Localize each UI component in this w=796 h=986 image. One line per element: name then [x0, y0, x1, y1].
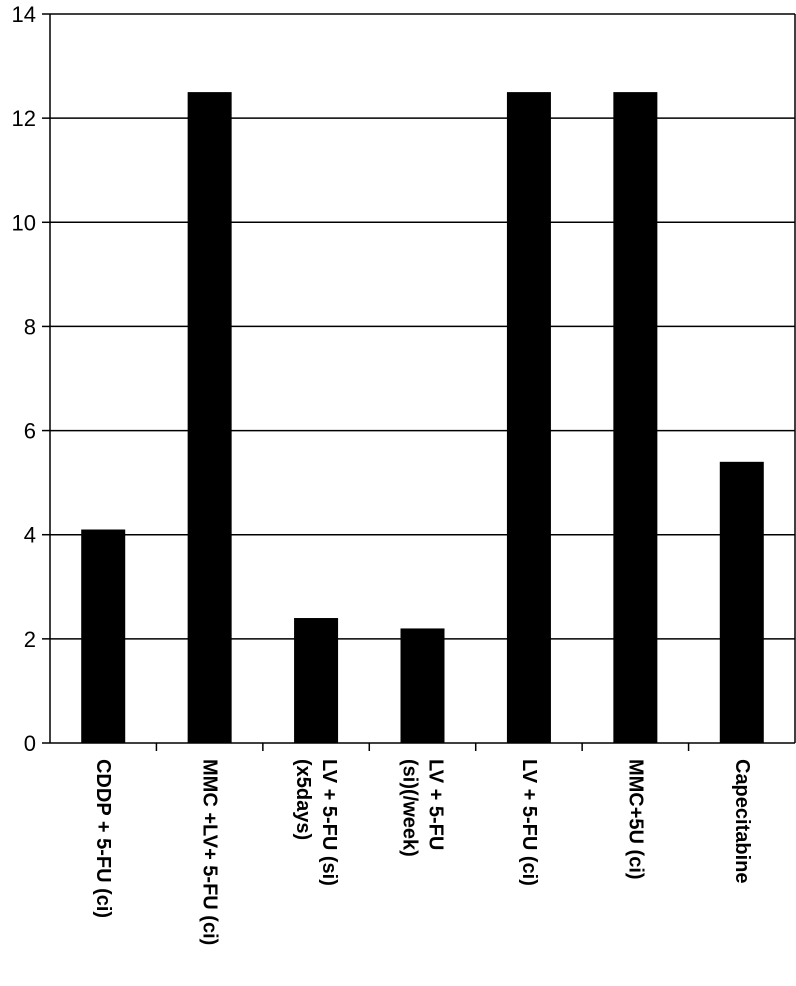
x-category-label: Capecitabine	[731, 759, 753, 883]
bar	[719, 461, 764, 743]
axes	[42, 13, 796, 751]
x-category-label-line: LV + 5-FU	[425, 759, 447, 850]
y-tick-label: 8	[24, 314, 36, 339]
x-category-label: MMC+5U (ci)	[624, 759, 646, 880]
x-category-label: CDDP + 5-FU (ci)	[92, 759, 114, 918]
bar	[506, 92, 551, 744]
x-category-label: LV + 5-FU(si)(/week)	[399, 759, 447, 857]
x-category-label: MMC +LV+ 5-FU (ci)	[199, 759, 221, 945]
x-category-labels: CDDP + 5-FU (ci) MMC +LV+ 5-FU (ci) LV + 5…	[92, 759, 753, 945]
x-category-label-line: (x5days)	[292, 759, 314, 840]
y-tick-label: 14	[12, 2, 36, 27]
y-tick-label: 10	[12, 210, 36, 235]
bar	[613, 92, 658, 744]
x-category-label-line: (si)(/week)	[399, 759, 421, 857]
y-tick-labels: 0 2 4 6 8 10 12 14	[12, 2, 36, 756]
gridlines	[50, 13, 795, 640]
x-category-label-line: MMC+5U (ci)	[624, 759, 646, 880]
x-category-label-line: MMC +LV+ 5-FU (ci)	[199, 759, 221, 945]
x-category-label: LV + 5-FU (si)(x5days)	[292, 759, 340, 886]
x-category-label-line: Capecitabine	[731, 759, 753, 883]
bar	[294, 618, 339, 743]
y-tick-label: 6	[24, 419, 36, 444]
bar	[187, 92, 232, 744]
y-tick-label: 2	[24, 627, 36, 652]
y-tick-label: 12	[12, 106, 36, 131]
x-category-label-line: LV + 5-FU (si)	[318, 759, 340, 886]
y-tick-label: 4	[24, 523, 36, 548]
y-tick-label: 0	[24, 731, 36, 756]
x-category-label-line: LV + 5-FU (ci)	[518, 759, 540, 886]
bar	[81, 529, 126, 743]
bars	[81, 92, 764, 744]
bar	[400, 628, 445, 743]
x-category-label-line: CDDP + 5-FU (ci)	[92, 759, 114, 918]
x-category-label: LV + 5-FU (ci)	[518, 759, 540, 886]
